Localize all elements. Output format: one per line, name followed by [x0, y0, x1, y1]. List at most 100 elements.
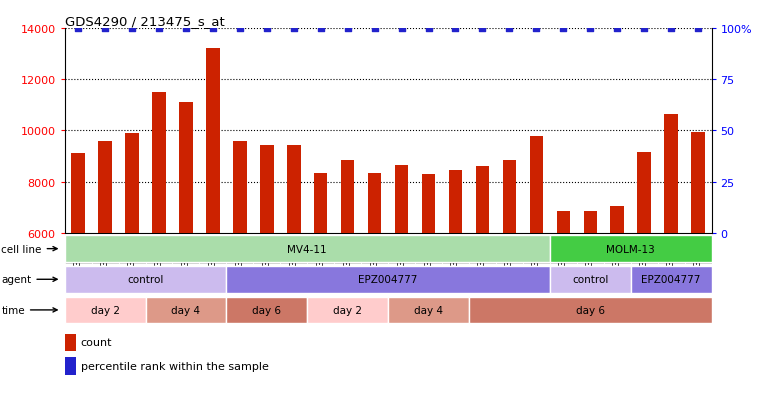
- Text: GDS4290 / 213475_s_at: GDS4290 / 213475_s_at: [65, 15, 224, 28]
- Point: [530, 26, 543, 32]
- Text: GSM739165: GSM739165: [289, 236, 298, 290]
- Bar: [206, 49, 220, 233]
- Point: [638, 26, 650, 32]
- Bar: [152, 93, 166, 233]
- Bar: [65, 334, 76, 351]
- Bar: [173, 234, 199, 264]
- Text: percentile rank within the sample: percentile rank within the sample: [81, 361, 269, 371]
- Bar: [98, 141, 112, 233]
- Bar: [227, 234, 253, 264]
- Point: [476, 26, 489, 32]
- Text: GSM739150: GSM739150: [370, 236, 379, 290]
- Bar: [523, 234, 550, 264]
- Point: [422, 26, 435, 32]
- Bar: [314, 173, 327, 233]
- Bar: [664, 114, 678, 233]
- Point: [503, 26, 515, 32]
- Point: [261, 26, 273, 32]
- Text: cell line: cell line: [2, 244, 57, 254]
- Bar: [449, 171, 462, 233]
- Point: [611, 26, 623, 32]
- Point: [207, 26, 219, 32]
- Bar: [415, 234, 442, 264]
- Bar: [691, 133, 705, 233]
- Bar: [287, 145, 301, 233]
- Bar: [65, 297, 145, 323]
- Bar: [341, 161, 355, 233]
- Bar: [577, 234, 603, 264]
- Bar: [610, 206, 624, 233]
- Bar: [685, 234, 712, 264]
- Text: GSM739168: GSM739168: [693, 236, 702, 290]
- Text: GSM739167: GSM739167: [667, 236, 676, 290]
- Bar: [334, 234, 361, 264]
- Bar: [145, 297, 227, 323]
- Bar: [638, 153, 651, 233]
- Bar: [65, 266, 227, 293]
- Text: GSM739166: GSM739166: [640, 236, 648, 290]
- Point: [396, 26, 408, 32]
- Text: day 6: day 6: [253, 305, 282, 315]
- Text: GSM739160: GSM739160: [478, 236, 487, 290]
- Bar: [368, 173, 381, 233]
- Text: GSM739148: GSM739148: [317, 236, 325, 290]
- Bar: [119, 234, 145, 264]
- Bar: [530, 136, 543, 233]
- Point: [180, 26, 192, 32]
- Bar: [631, 266, 712, 293]
- Bar: [584, 211, 597, 233]
- Bar: [496, 234, 523, 264]
- Point: [557, 26, 569, 32]
- Bar: [227, 297, 307, 323]
- Bar: [72, 154, 85, 233]
- Bar: [658, 234, 685, 264]
- Text: GSM739158: GSM739158: [181, 236, 190, 290]
- Bar: [476, 167, 489, 233]
- Bar: [395, 166, 409, 233]
- Text: agent: agent: [2, 275, 57, 285]
- Bar: [469, 234, 496, 264]
- Text: GSM739171: GSM739171: [613, 236, 622, 290]
- Bar: [145, 234, 173, 264]
- Point: [450, 26, 462, 32]
- Text: day 2: day 2: [91, 305, 119, 315]
- Text: GSM739157: GSM739157: [154, 236, 164, 290]
- Bar: [280, 234, 307, 264]
- Text: day 4: day 4: [414, 305, 443, 315]
- Text: GSM739170: GSM739170: [586, 236, 595, 290]
- Text: control: control: [572, 275, 609, 285]
- Bar: [199, 234, 227, 264]
- Text: GSM739149: GSM739149: [343, 236, 352, 290]
- Text: day 6: day 6: [576, 305, 605, 315]
- Text: GSM739154: GSM739154: [397, 236, 406, 290]
- Bar: [603, 234, 631, 264]
- Bar: [550, 234, 577, 264]
- Text: GSM739153: GSM739153: [128, 236, 136, 290]
- Bar: [469, 297, 712, 323]
- Bar: [227, 266, 550, 293]
- Bar: [65, 234, 91, 264]
- Bar: [253, 234, 280, 264]
- Bar: [631, 234, 658, 264]
- Point: [234, 26, 246, 32]
- Bar: [442, 234, 469, 264]
- Bar: [126, 134, 139, 233]
- Point: [288, 26, 300, 32]
- Text: GSM739152: GSM739152: [100, 236, 110, 290]
- Point: [126, 26, 139, 32]
- Text: GSM739163: GSM739163: [235, 236, 244, 290]
- Text: MOLM-13: MOLM-13: [607, 244, 655, 254]
- Point: [99, 26, 111, 32]
- Bar: [233, 141, 247, 233]
- Bar: [388, 234, 415, 264]
- Text: control: control: [127, 275, 164, 285]
- Text: GSM739164: GSM739164: [263, 236, 272, 290]
- Text: count: count: [81, 337, 113, 347]
- Text: MV4-11: MV4-11: [288, 244, 327, 254]
- Bar: [422, 175, 435, 233]
- Text: EPZ004777: EPZ004777: [358, 275, 418, 285]
- Text: GSM739161: GSM739161: [505, 236, 514, 290]
- Bar: [65, 236, 550, 262]
- Point: [342, 26, 354, 32]
- Bar: [388, 297, 469, 323]
